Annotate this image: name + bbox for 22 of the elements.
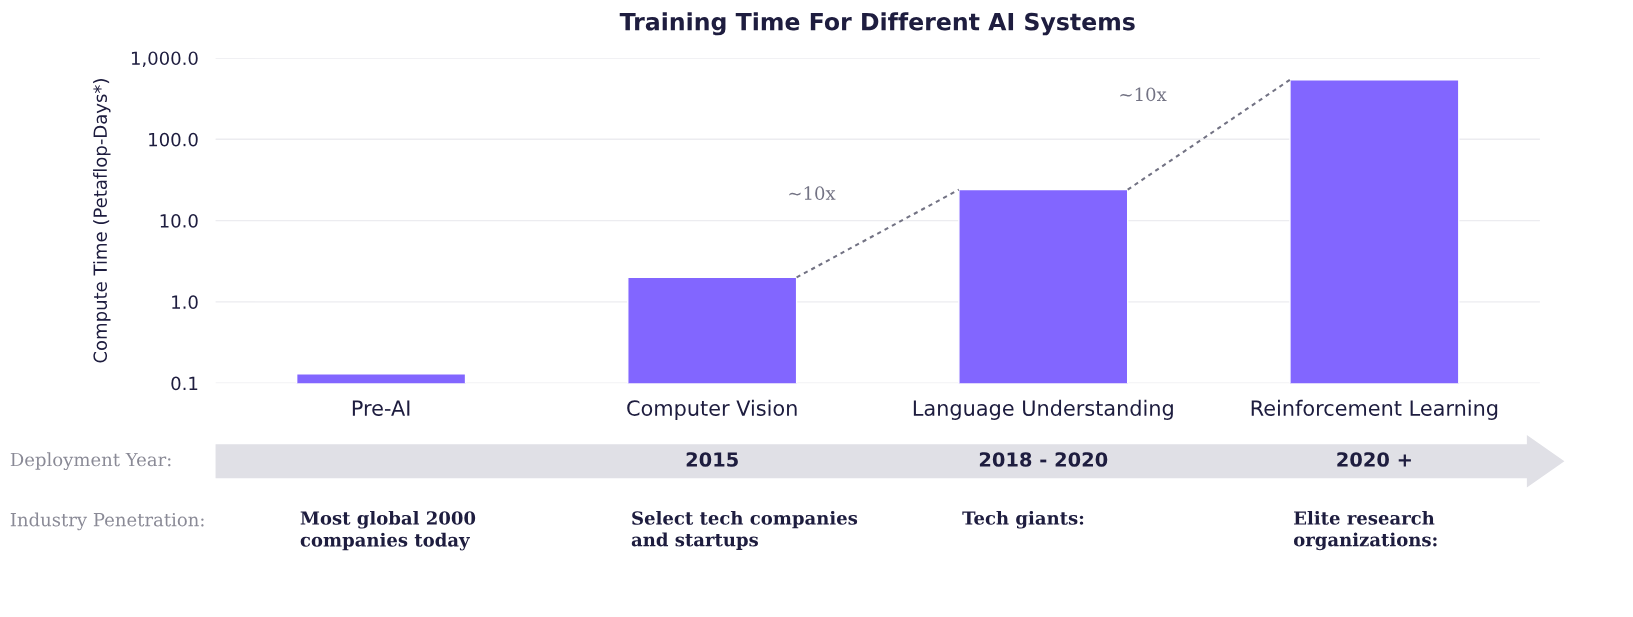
text: 2018 - 2020 (979, 452, 1108, 467)
x-tick-label: Pre-AI (352, 400, 410, 416)
y-tick-label: 1.0 (172, 295, 198, 309)
text: Elite research organizations: (1293, 510, 1437, 551)
chart-title: Training Time For Different AI Systems (619, 12, 1135, 36)
annotation: ~10x (1120, 87, 1167, 102)
text: Industry Penetration: (10, 512, 204, 531)
x-tick-label: Computer Vision (627, 399, 797, 420)
text: Most global 2000 companies today (300, 510, 476, 551)
y-tick-label: 0.1 (171, 376, 198, 391)
text: Tech giants: (962, 510, 1084, 529)
text: Deployment Year: (10, 452, 171, 471)
y-axis-title: Compute Time (Petaflop-Days*) (93, 79, 111, 363)
y-tick-label: 10.0 (160, 214, 198, 228)
text: 2020 + (1337, 452, 1411, 467)
text: 2015 (686, 452, 738, 467)
y-tick-label: 1,000.0 (131, 51, 198, 67)
x-tick-label: Language Understanding (913, 399, 1173, 420)
x-tick-label: Reinforcement Learning (1251, 399, 1498, 420)
annotation: ~10x (789, 186, 836, 200)
y-tick-label: 100.0 (149, 132, 198, 147)
text: Select tech companies and startups (631, 510, 858, 550)
